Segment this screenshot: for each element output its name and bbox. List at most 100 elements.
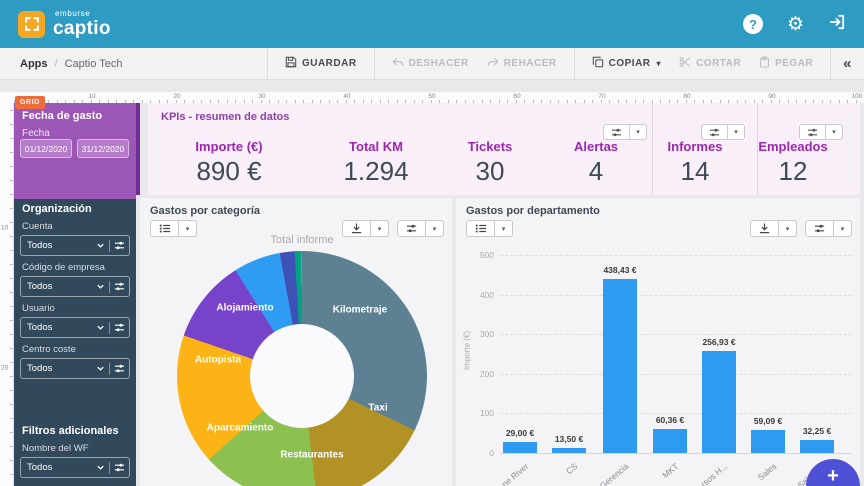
gear-icon[interactable]: ⚙	[786, 13, 804, 35]
org-filter-group: Centro coste Todos	[20, 344, 130, 379]
organizacion-title: Organización	[22, 203, 92, 215]
vruler-label: 10	[1, 224, 9, 232]
sliders-icon[interactable]	[799, 124, 826, 140]
bar-value-label: 256,93 €	[702, 337, 736, 348]
chevron-down-icon[interactable]: ▾	[779, 220, 797, 237]
chevron-down-icon[interactable]	[96, 282, 105, 291]
sliders-icon[interactable]	[110, 462, 129, 473]
bar-4[interactable]	[702, 351, 736, 453]
deshacer-button[interactable]: DESHACER	[383, 48, 478, 79]
bar-1[interactable]	[552, 447, 586, 453]
grid-badge: GRID	[15, 96, 45, 109]
pegar-button[interactable]: PEGAR	[750, 48, 822, 79]
legend-icon[interactable]	[466, 220, 495, 237]
sliders-icon[interactable]	[110, 322, 129, 333]
kpi-value: 890 €	[196, 156, 262, 186]
bar-3[interactable]	[653, 429, 687, 453]
org-filter-label: Código de empresa	[22, 262, 105, 273]
selected-value: Todos	[27, 281, 53, 292]
kpi-filter-button-group: ▾	[603, 124, 647, 140]
chevron-down-icon[interactable]	[96, 463, 105, 472]
bar-value-label: 32,25 €	[802, 426, 832, 437]
gridline	[500, 413, 852, 415]
date-to-input[interactable]: 31/12/2020	[77, 139, 129, 158]
fecha-field-label: Fecha	[22, 128, 50, 139]
chevron-down-icon[interactable]: ▾	[495, 220, 513, 237]
guardar-button[interactable]: GUARDAR	[276, 48, 366, 79]
chevron-down-icon[interactable]: ▾	[728, 124, 745, 140]
rehacer-button[interactable]: REHACER	[478, 48, 566, 79]
org-filter-select[interactable]: Todos	[20, 276, 130, 297]
undo-icon	[392, 57, 404, 71]
sliders-icon[interactable]	[603, 124, 630, 140]
chevron-down-icon[interactable]	[96, 364, 105, 373]
kpi-panel-title: KPIs - resumen de datos	[161, 111, 290, 123]
org-filter-group: Cuenta Todos	[20, 221, 130, 256]
sliders-icon[interactable]	[110, 281, 129, 292]
hruler-label: 30	[258, 93, 266, 100]
bar-0[interactable]	[503, 441, 537, 453]
adic-filter-select[interactable]: Todos	[20, 457, 130, 478]
donut-segment-label: Autopista	[194, 354, 242, 366]
cortar-button[interactable]: CORTAR	[670, 48, 750, 79]
gastos-por-departamento-panel: Gastos por departamento ▾ ▾ ▾ Importe (€…	[456, 198, 860, 486]
kpi-filter-button-group: ▾	[799, 124, 843, 140]
hruler-label: 80	[683, 93, 691, 100]
emburse-captio-logo[interactable]: emburse captio	[18, 10, 111, 38]
hruler-label: 50	[428, 93, 436, 100]
bar-6[interactable]	[800, 440, 834, 453]
hruler-label: 70	[598, 93, 606, 100]
save-icon	[285, 56, 297, 71]
org-filter-select[interactable]: Todos	[20, 358, 130, 379]
department-bar-chart[interactable]: Importe (€) 0 100 200 300 400 500 29,00 € ...ne…	[456, 198, 860, 486]
bar-2[interactable]	[603, 279, 637, 453]
kpi-label: Tickets	[467, 139, 513, 154]
chevron-down-icon[interactable]: ▾	[826, 124, 843, 140]
donut-segment-label: Restaurantes	[280, 449, 344, 461]
chevron-down-icon[interactable]: ▾	[834, 220, 852, 237]
date-from-input[interactable]: 01/12/2020	[20, 139, 72, 158]
logout-icon[interactable]	[828, 13, 846, 36]
x-axis-category-label: Gerencia	[597, 461, 631, 486]
collapse-panel-button[interactable]: «	[843, 55, 852, 72]
sliders-icon[interactable]	[397, 220, 426, 237]
gridline	[500, 294, 852, 296]
chevron-down-icon[interactable]	[96, 241, 105, 250]
kpi-0: Importe (€) 890 €	[195, 139, 262, 187]
download-icon[interactable]	[342, 220, 371, 237]
filtros-adicionales-title: Filtros adicionales	[22, 425, 119, 437]
bar-5[interactable]	[751, 429, 785, 453]
category-donut-chart[interactable]: Total informe Kilometraje Taxi Restaurante…	[140, 198, 452, 486]
hruler-label: 40	[343, 93, 351, 100]
sliders-icon[interactable]	[110, 240, 129, 251]
fecha-panel-title: Fecha de gasto	[22, 110, 103, 122]
breadcrumb-apps[interactable]: Apps	[20, 57, 48, 70]
kpi-divider	[757, 103, 758, 195]
chevron-down-icon[interactable]	[96, 323, 105, 332]
org-filter-select[interactable]: Todos	[20, 235, 130, 256]
chevron-down-icon[interactable]: ▾	[371, 220, 389, 237]
breadcrumb: Apps / Captio Tech	[20, 58, 122, 70]
redo-icon	[487, 57, 499, 71]
legend-icon[interactable]	[150, 220, 179, 237]
sliders-icon[interactable]	[701, 124, 728, 140]
bar-value-label: 438,43 €	[603, 265, 637, 276]
org-filter-label: Cuenta	[22, 221, 53, 232]
kpi-summary-panel: KPIs - resumen de datos Importe (€) 890 €…	[148, 103, 860, 195]
chevron-down-icon[interactable]: ▾	[630, 124, 647, 140]
download-icon[interactable]	[750, 220, 779, 237]
copy-icon	[592, 56, 604, 71]
kpi-label: Alertas	[573, 139, 619, 154]
gridline	[500, 334, 852, 336]
brand-emburse: emburse	[55, 9, 91, 18]
org-filter-select[interactable]: Todos	[20, 317, 130, 338]
selected-value: Todos	[27, 240, 53, 251]
copiar-button[interactable]: COPIAR ▾	[583, 48, 670, 79]
sliders-icon[interactable]	[110, 363, 129, 374]
donut-segment-label: Kilometraje	[332, 304, 388, 316]
breadcrumb-current: Captio Tech	[64, 57, 123, 70]
sliders-icon[interactable]	[805, 220, 834, 237]
chevron-down-icon[interactable]: ▾	[426, 220, 444, 237]
help-icon[interactable]: ?	[742, 14, 763, 34]
chevron-down-icon[interactable]: ▾	[179, 220, 197, 237]
